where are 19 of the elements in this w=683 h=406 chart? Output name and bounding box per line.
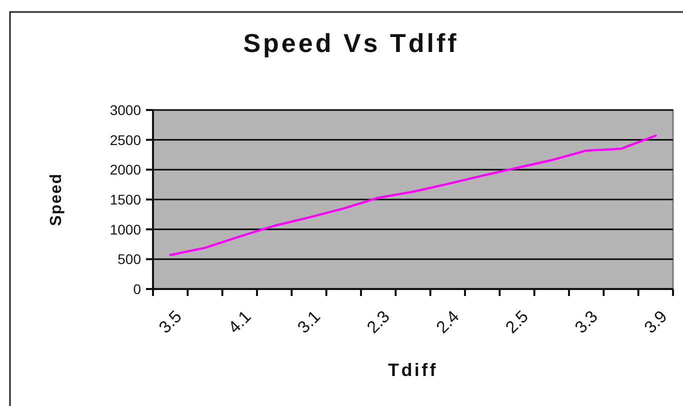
y-tick-label: 2500 <box>110 132 142 148</box>
y-tick-label: 3000 <box>110 102 142 118</box>
y-tick-label: 0 <box>133 281 142 297</box>
y-tick-label: 500 <box>118 251 142 268</box>
x-tick-label: 2.4 <box>432 306 463 338</box>
x-tick-label: 3.3 <box>571 306 602 338</box>
chart-title: Speed Vs Tdlff <box>243 28 459 58</box>
x-axis-title: Tdiff <box>388 360 438 380</box>
y-tick-label: 2000 <box>110 162 142 178</box>
y-tick-label: 1000 <box>110 221 142 238</box>
x-tick-label: 4.1 <box>224 306 255 338</box>
x-tick-label: 2.5 <box>502 306 532 338</box>
x-tick-label: 3.9 <box>640 306 671 338</box>
y-axis-title: Speed <box>48 172 64 226</box>
line-series <box>169 134 657 256</box>
x-tick-label: 3.1 <box>294 306 324 338</box>
y-tick-label: 1500 <box>110 192 142 208</box>
x-tick-label: 2.3 <box>363 306 394 338</box>
x-tick-label: 3.5 <box>155 306 186 338</box>
